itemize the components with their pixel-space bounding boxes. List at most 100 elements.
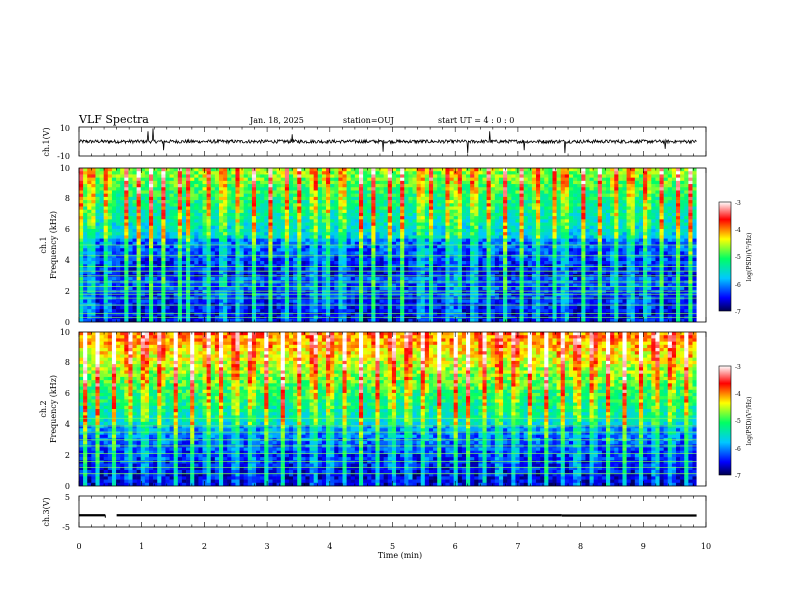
spectrogram-cell [87,251,92,255]
spectrogram-cell [441,187,446,191]
spectrogram-cell [309,209,314,214]
spectrogram-cell [206,225,212,230]
spectrogram-cell [276,264,282,268]
spectrogram-cell [264,180,269,185]
spectrogram-cell [231,190,236,194]
spectrogram-cell [165,209,170,214]
spectrogram-cell [264,184,269,188]
spectrogram-cell [387,232,393,236]
spectrogram-cell [202,232,207,236]
spectrogram-cell [383,245,389,249]
spectrogram-cell [153,212,158,217]
spectrogram-cell [140,251,146,255]
spectrogram-cell [338,225,343,230]
spectrogram-cell [437,261,442,265]
spectrogram-cell [387,235,393,239]
spectrogram-cell [342,184,347,188]
spectrogram-cell [363,293,368,297]
spectrogram-cell [396,184,401,188]
spectrogram-cell [144,228,150,233]
spectrogram-cell [206,184,212,188]
spectrogram-cell [260,196,265,201]
spectrogram-cell [478,302,483,307]
spectrogram-cell [288,286,294,291]
spectrogram-cell [445,277,450,281]
spectrogram-cell [305,222,310,227]
spectrogram-cell [498,225,504,230]
spectrogram-cell [412,171,417,175]
spectrogram-cell [144,232,150,236]
spectrogram-cell [391,251,397,255]
spectrogram-cell [338,200,343,204]
spectrogram-cell [79,286,84,291]
spectrogram-cell [437,171,442,175]
spectrogram-cell [227,200,232,204]
spectrogram-cell [350,238,356,243]
spectrogram-cell [375,277,380,281]
spectrogram-cell [260,305,265,310]
spectrogram-cell [288,203,294,207]
spectrogram-cell [313,219,319,223]
spectrogram-cell [214,222,220,227]
spectrogram-cell [379,184,384,188]
spectrogram-cell [503,251,508,255]
spectrogram-cell [128,245,133,249]
spectrogram-cell [128,232,133,236]
spectrogram-cell [309,206,314,211]
spectrogram-cell [251,216,257,220]
spectrogram-cell [424,222,430,227]
spectrogram-cell [474,251,479,255]
spectrogram-cell [305,283,310,288]
spectrogram-cell [424,289,430,294]
spectrogram-cell [408,305,413,310]
spectrogram-cell [194,286,199,291]
spectrogram-cell [313,261,319,265]
spectrogram-cell [428,241,434,246]
spectrogram-cell [280,251,286,255]
spectrogram-cell [288,277,294,281]
spectrogram-cell [136,232,142,236]
spectrogram-cell [334,177,339,182]
spectrogram-cell [194,219,199,223]
spectrogram-cell [350,177,356,182]
spectrogram-cell [194,184,199,188]
spectrogram-cell [482,286,487,291]
spectrogram-cell [330,168,335,172]
spectrogram-cell [260,283,265,288]
spectrogram-cell [169,196,174,201]
spectrogram-cell [342,251,347,255]
spectrogram-cell [334,196,339,201]
spectrogram-cell [202,286,207,291]
spectrogram-cell [305,299,310,304]
spectrogram-cell [371,293,376,297]
spectrogram-cell [478,270,483,275]
spectrogram-cell [317,206,323,211]
spectrogram-cell [272,235,277,239]
spectrogram-cell [437,318,442,322]
spectrogram-cell [91,270,96,275]
spectrogram-cell [260,257,265,262]
spectrogram-cell [293,245,298,249]
spectrogram-cell [437,193,442,198]
spectrogram-cell [301,216,306,220]
spectrogram-cell [334,228,339,233]
spectrogram-cell [317,302,323,307]
spectrogram-cell [111,299,117,304]
spectrogram-cell [457,257,463,262]
spectrogram-cell [165,168,170,172]
spectrogram-cell [284,200,290,204]
spectrogram-cell [367,216,372,220]
spectrogram-cell [400,251,405,255]
spectrogram-cell [103,251,109,255]
spectrogram-cell [428,238,434,243]
spectrogram-cell [449,305,454,310]
spectrogram-cell [503,264,508,268]
spectrogram-cell [498,196,504,201]
spectrogram-cell [210,180,216,185]
spectrogram-cell [128,302,133,307]
spectrogram-cell [486,270,492,275]
spectrogram-cell [276,174,282,178]
spectrogram-cell [202,196,207,201]
spectrogram-cell [190,212,195,217]
spectrogram-cell [165,177,170,182]
